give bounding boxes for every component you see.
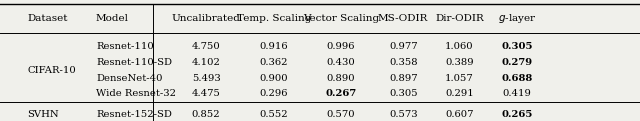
Text: 0.358: 0.358 [389,58,417,67]
Text: Temp. Scaling: Temp. Scaling [237,14,311,23]
Text: 0.389: 0.389 [445,58,474,67]
Text: CIFAR-10: CIFAR-10 [28,66,76,75]
Text: 4.475: 4.475 [191,89,221,98]
Text: 0.607: 0.607 [445,110,474,119]
Text: 4.102: 4.102 [191,58,221,67]
Text: 0.852: 0.852 [192,110,220,119]
Text: 1.057: 1.057 [445,74,474,83]
Text: 0.688: 0.688 [502,74,532,83]
Text: 0.996: 0.996 [327,42,355,51]
Text: 0.305: 0.305 [389,89,417,98]
Text: 0.419: 0.419 [502,89,532,98]
Text: 1.060: 1.060 [445,42,474,51]
Text: 4.750: 4.750 [192,42,220,51]
Text: 0.291: 0.291 [445,89,474,98]
Text: 0.265: 0.265 [501,110,533,119]
Text: 0.900: 0.900 [260,74,288,83]
Text: Resnet-110-SD: Resnet-110-SD [96,58,172,67]
Text: Resnet-152-SD: Resnet-152-SD [96,110,172,119]
Text: 0.570: 0.570 [327,110,355,119]
Text: 0.279: 0.279 [502,58,532,67]
Text: 0.305: 0.305 [501,42,533,51]
Text: 0.573: 0.573 [389,110,417,119]
Text: Dir-ODIR: Dir-ODIR [435,14,484,23]
Text: Vector Scaling: Vector Scaling [303,14,379,23]
Text: Resnet-110: Resnet-110 [96,42,154,51]
Text: 0.897: 0.897 [389,74,417,83]
Text: 5.493: 5.493 [192,74,220,83]
Text: DenseNet-40: DenseNet-40 [96,74,163,83]
Text: 0.916: 0.916 [260,42,288,51]
Text: 0.362: 0.362 [260,58,288,67]
Text: 0.267: 0.267 [326,89,356,98]
Text: 0.552: 0.552 [260,110,288,119]
Text: Model: Model [96,14,129,23]
Text: 0.977: 0.977 [389,42,417,51]
Text: MS-ODIR: MS-ODIR [378,14,428,23]
Text: SVHN: SVHN [28,110,59,119]
Text: Uncalibrated: Uncalibrated [172,14,241,23]
Text: 0.296: 0.296 [260,89,288,98]
Text: Wide Resnet-32: Wide Resnet-32 [96,89,176,98]
Text: 0.890: 0.890 [327,74,355,83]
Text: Dataset: Dataset [28,14,68,23]
Text: $g$-layer: $g$-layer [498,12,536,25]
Text: 0.430: 0.430 [327,58,355,67]
